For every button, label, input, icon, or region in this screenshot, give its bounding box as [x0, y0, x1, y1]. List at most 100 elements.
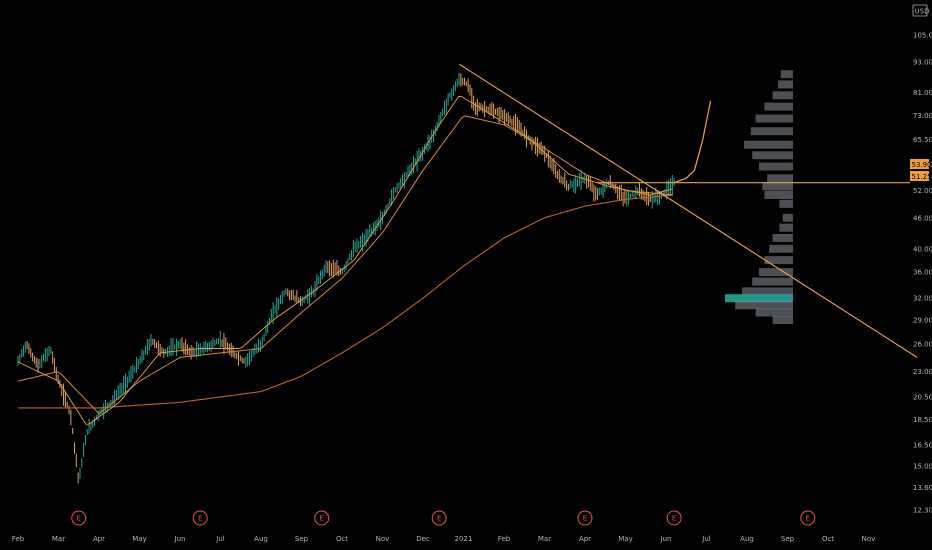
level-price-badge-box [910, 171, 929, 181]
earnings-marker [71, 510, 87, 526]
volume-profile-bar [778, 80, 793, 89]
price-bars [17, 72, 675, 484]
volume-profile-bar [742, 287, 793, 296]
earnings-marker-label: E [583, 515, 587, 523]
volume-profile-bar [772, 233, 793, 242]
volume-profile-bar [755, 308, 793, 317]
earnings-marker [800, 510, 816, 526]
y-tick-label: 46.00 [913, 214, 932, 222]
y-tick-label: 81.00 [913, 89, 932, 97]
earnings-marker-label: E [672, 515, 676, 523]
level-price-text: 51.25 [912, 173, 932, 181]
y-tick-label: 40.00 [913, 245, 932, 253]
y-tick-label: 93.00 [913, 58, 932, 66]
y-tick-label: 12.30 [913, 507, 932, 515]
earnings-marker [577, 510, 593, 526]
currency-label-text: USD [915, 8, 930, 16]
volume-profile-bar [759, 162, 793, 171]
y-tick-label: 13.60 [913, 484, 932, 492]
drawings [459, 63, 918, 358]
x-tick-label: Nov [376, 535, 390, 543]
volume-profile-bar [755, 114, 793, 123]
earnings-marker [314, 510, 330, 526]
ma-slow-line [18, 194, 673, 409]
time-axis[interactable]: Feb Mar Apr May Jun Jul Aug Sep Oct Nov Dec 2021 Feb… [12, 535, 876, 543]
y-tick-label: 105.00 [913, 32, 932, 40]
x-tick-label: Aug [254, 535, 268, 543]
volume-profile-bar [752, 277, 793, 286]
x-tick-label: Mar [538, 535, 551, 543]
x-tick-label: Feb [12, 535, 25, 543]
y-tick-label: 15.00 [913, 463, 932, 471]
volume-profile-bar [782, 213, 793, 222]
volume-profile-bar [725, 294, 793, 303]
x-tick-label: May [618, 535, 632, 543]
y-tick-label: 36.00 [913, 269, 932, 277]
projection-line [673, 100, 712, 184]
volume-profile-bar [779, 199, 793, 208]
last-price-text: 53.90 [912, 161, 932, 169]
x-tick-label: Mar [52, 535, 65, 543]
earnings-marker [192, 510, 208, 526]
volume-profile-bar [750, 127, 793, 136]
volume-profile-bar [772, 316, 793, 325]
y-tick-label: 32.00 [913, 295, 932, 303]
y-tick-label: 16.50 [913, 441, 932, 449]
volume-profile [725, 70, 793, 325]
x-tick-label: Jun [174, 535, 186, 543]
earnings-marker-label: E [320, 515, 324, 523]
y-tick-label: 29.00 [913, 317, 932, 325]
volume-profile-bar [772, 91, 793, 100]
x-tick-label: 2021 [455, 535, 473, 543]
y-tick-label: 73.00 [913, 112, 932, 120]
x-tick-label: Jul [701, 535, 711, 543]
earnings-marker [666, 510, 682, 526]
earnings-marker-label: E [198, 515, 202, 523]
earnings-marker-label: E [437, 515, 441, 523]
x-tick-label: Oct [822, 535, 834, 543]
y-tick-label: 65.50 [913, 136, 932, 144]
earnings-marker [431, 510, 447, 526]
last-price-badge-box [910, 159, 929, 169]
earnings-marker-label: E [77, 515, 81, 523]
earnings-marker-label: E [806, 515, 810, 523]
volume-profile-bar [762, 182, 793, 191]
volume-profile-bar [769, 244, 793, 253]
x-tick-label: Sep [781, 535, 795, 543]
x-tick-label: Dec [416, 535, 430, 543]
level-price-badge: 51.25 [910, 171, 932, 181]
x-tick-label: May [132, 535, 146, 543]
x-tick-label: Apr [579, 535, 591, 543]
ma-fast-line [17, 95, 673, 425]
x-tick-label: Aug [740, 535, 754, 543]
volume-profile-bar [767, 174, 793, 183]
volume-profile-bar [764, 190, 793, 199]
trendline [459, 63, 918, 358]
volume-profile-bar [759, 268, 793, 277]
moving-averages [17, 95, 673, 425]
x-tick-label: Feb [498, 535, 511, 543]
volume-profile-bar [780, 70, 793, 79]
volume-profile-bar [779, 223, 793, 232]
y-tick-label: 20.50 [913, 393, 932, 401]
ma-mid-line [17, 115, 673, 415]
y-tick-label: 18.50 [913, 416, 932, 424]
last-price-badge: 53.90 [910, 159, 932, 169]
volume-profile-bar [752, 151, 793, 160]
y-tick-label: 26.00 [913, 341, 932, 349]
volume-profile-bar [744, 140, 793, 149]
volume-profile-bar [764, 102, 793, 111]
x-tick-label: Oct [336, 535, 348, 543]
y-tick-label: 52.00 [913, 187, 932, 195]
x-tick-label: Jun [660, 535, 672, 543]
x-tick-label: Nov [862, 535, 876, 543]
x-tick-label: Apr [93, 535, 105, 543]
currency-label-box [912, 4, 928, 17]
y-tick-label: 23.00 [913, 368, 932, 376]
volume-profile-bar [764, 256, 793, 265]
x-tick-label: Sep [295, 535, 309, 543]
x-tick-label: Jul [215, 535, 225, 543]
currency-label[interactable]: USD [912, 4, 930, 17]
